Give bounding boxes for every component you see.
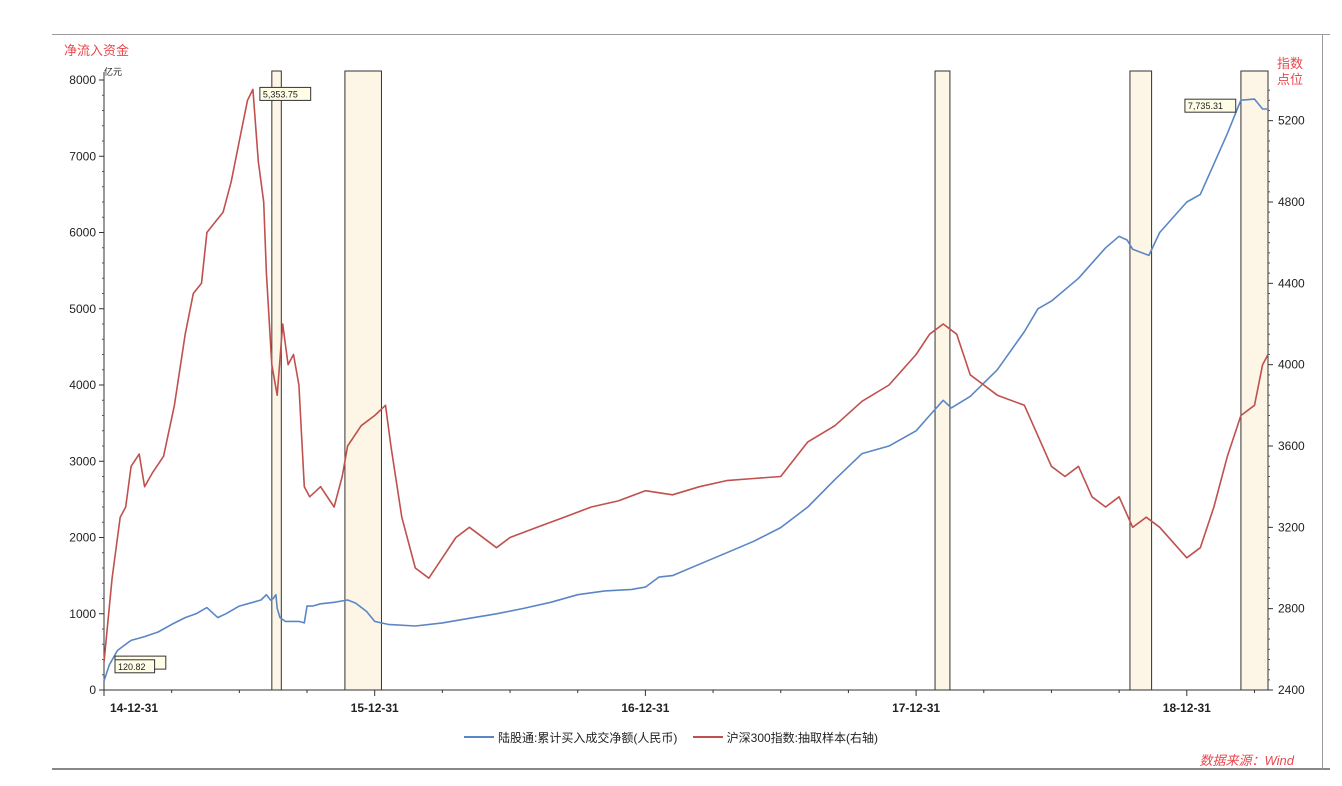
series-line-1 xyxy=(103,88,1269,663)
right-tick-label: 5200 xyxy=(1278,114,1305,128)
shaded-period-2 xyxy=(934,70,951,691)
annotation-connect-high: 7,735.31 xyxy=(1184,98,1237,113)
right-tick-label: 2400 xyxy=(1278,683,1305,697)
right-axis-title-2: 点位 xyxy=(1277,72,1304,87)
right-tick-label: 4400 xyxy=(1278,276,1305,290)
data-source: 数据来源：Wind xyxy=(1199,753,1294,768)
annotation-csi300-high-text: 5,353.75 xyxy=(263,89,298,99)
left-tick-label: 2000 xyxy=(69,531,96,545)
annotation-connect-start: 120.82 xyxy=(114,659,156,674)
legend: 陆股通:累计买入成交净额(人民币) 沪深300指数:抽取样本(右轴) xyxy=(0,727,1342,746)
left-tick-label: 3000 xyxy=(69,454,96,468)
right-tick-label: 3600 xyxy=(1278,439,1305,453)
annotation-connect-high-box xyxy=(1184,98,1237,113)
x-tick-label: 16-12-31 xyxy=(621,701,669,715)
left-tick-label: 5000 xyxy=(69,302,96,316)
legend-swatch-connect xyxy=(463,736,494,738)
left-tick-label: 4000 xyxy=(69,378,96,392)
shaded-period-1 xyxy=(344,70,382,691)
legend-item-csi300: 沪深300指数:抽取样本(右轴) xyxy=(692,729,879,746)
left-tick-label: 6000 xyxy=(69,226,96,240)
legend-label-connect: 陆股通:累计买入成交净额(人民币) xyxy=(497,730,678,745)
series-line-0 xyxy=(103,98,1268,682)
left-axis-title: 净流入资金 xyxy=(64,43,130,58)
legend-swatch-csi300 xyxy=(692,736,723,738)
x-tick-label: 15-12-31 xyxy=(351,701,399,715)
right-tick-label: 2800 xyxy=(1278,602,1305,616)
top-border xyxy=(52,34,1330,35)
annotation-connect-start-box xyxy=(114,659,156,674)
left-tick-label: 8000 xyxy=(69,73,96,87)
bottom-border xyxy=(52,768,1330,770)
x-tick-label: 14-12-31 xyxy=(110,701,158,715)
left-tick-label: 7000 xyxy=(69,149,96,163)
annotation-connect-start-text: 120.82 xyxy=(118,662,146,672)
left-tick-label: 0 xyxy=(89,683,96,697)
right-tick-label: 3200 xyxy=(1278,520,1305,534)
left-axis-unit: 亿元 xyxy=(104,67,123,77)
x-tick-label: 18-12-31 xyxy=(1163,701,1211,715)
right-tick-label: 4000 xyxy=(1278,358,1305,372)
annotation-connect-high-text: 7,735.31 xyxy=(1188,101,1223,111)
annotation-csi300-high: 5,353.75 xyxy=(259,86,312,101)
left-tick-label: 1000 xyxy=(69,607,96,621)
right-tick-label: 4800 xyxy=(1278,195,1305,209)
right-border xyxy=(1322,34,1323,769)
legend-label-csi300: 沪深300指数:抽取样本(右轴) xyxy=(726,730,879,745)
x-tick-label: 17-12-31 xyxy=(892,701,940,715)
annotation-csi300-high-box xyxy=(259,86,312,101)
shaded-period-4 xyxy=(1240,70,1269,691)
legend-item-connect: 陆股通:累计买入成交净额(人民币) xyxy=(463,729,678,746)
right-axis-title-1: 指数 xyxy=(1277,56,1304,71)
shaded-period-3 xyxy=(1129,70,1153,691)
